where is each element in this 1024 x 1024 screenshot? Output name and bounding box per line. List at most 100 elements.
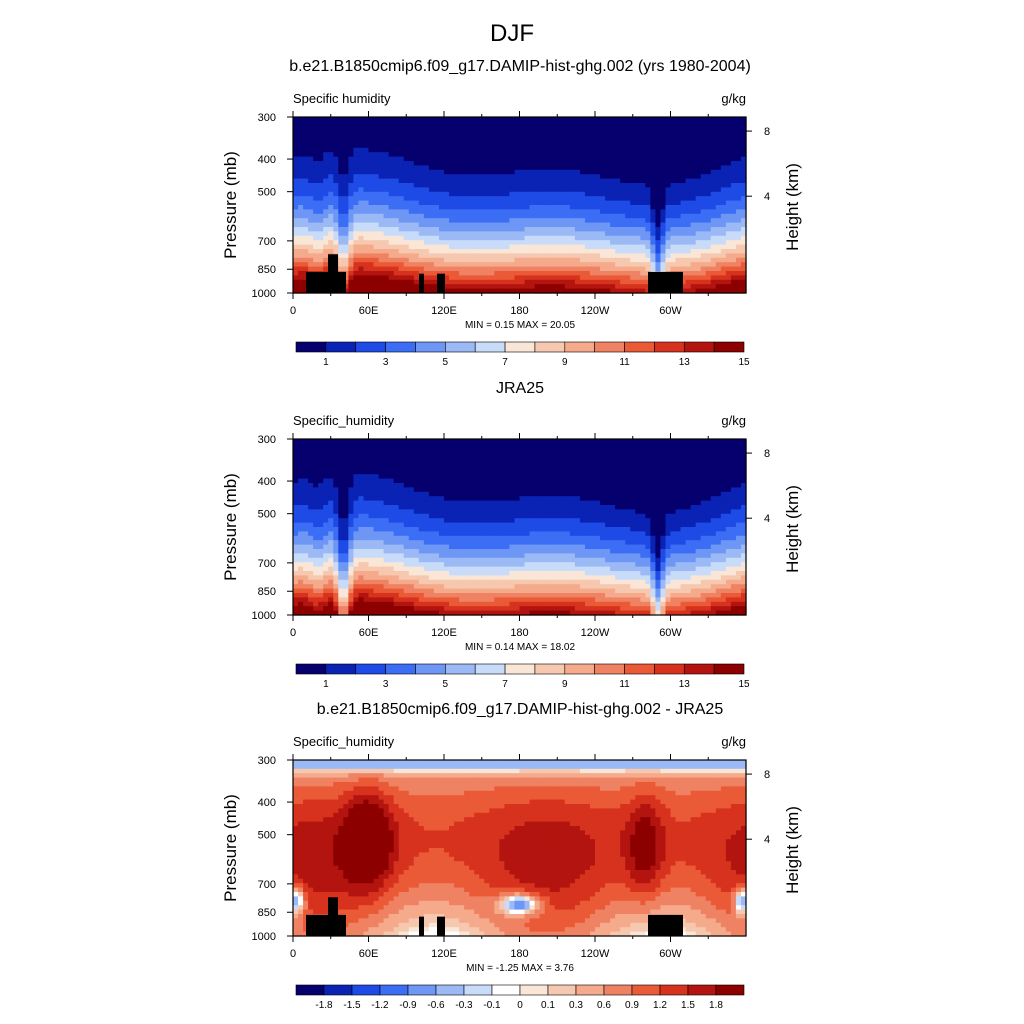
y-ticks: 300 400 500 700 850 1000 8 4 [252,434,771,622]
y-tick-label: 500 [258,187,276,199]
colorbar-swatch [715,984,745,996]
min-max-stats: MIN = 0.15 MAX = 20.05 [465,320,575,331]
colorbar-label: 5 [443,357,449,368]
colorbar-swatch [631,984,661,996]
y-tick-label: 400 [258,154,276,166]
colorbar-label: -0.3 [455,1000,473,1011]
colorbar-swatch [603,984,633,996]
units-label: g/kg [721,91,746,106]
y-axis-label: Pressure (mb) [221,794,240,902]
y-tick-label: 700 [258,236,276,248]
x-tick-label: 0 [290,948,296,960]
x-tick-label: 120E [431,627,457,639]
colorbar-label: 7 [502,679,508,690]
field-shading [293,439,747,616]
x-tick-label: 0 [290,627,296,639]
x-tick-label: 180 [510,305,528,317]
min-max-stats: MIN = -1.25 MAX = 3.76 [466,963,574,974]
x-tick-label: 0 [290,305,296,317]
colorbar-swatch [463,984,493,996]
y-tick-label: 1000 [252,610,276,622]
topography-mask [306,254,683,293]
colorbar-label: 1 [323,357,329,368]
units-label: g/kg [721,413,746,428]
colorbar-label: 1.5 [681,1000,695,1011]
y2-tick-label: 8 [764,126,770,138]
colorbar-swatch [547,984,577,996]
colorbar-label: -1.5 [343,1000,361,1011]
y2-axis-label: Height (km) [783,163,802,251]
colorbar-label: -0.1 [483,1000,501,1011]
colorbar-label: 0.1 [541,1000,555,1011]
panel-title: b.e21.B1850cmip6.f09_g17.DAMIP-hist-ghg.… [317,701,724,718]
y-tick-label: 400 [258,476,276,488]
colorbar-swatch [575,984,605,996]
y-tick-label: 700 [258,879,276,891]
colorbar-swatch [713,663,745,675]
colorbar: 1 3 5 7 9 11 13 15 [295,341,750,368]
colorbar-swatch [351,984,381,996]
colorbar-label: 13 [679,679,691,690]
colorbar-label: 0.9 [625,1000,639,1011]
x-tick-label: 180 [510,627,528,639]
colorbar-label: -0.9 [399,1000,417,1011]
colorbar-label: 5 [443,679,449,690]
colorbar-swatch [295,984,325,996]
y-ticks: 300 400 500 700 850 1000 8 4 [252,755,771,943]
y-tick-label: 1000 [252,288,276,300]
colorbar-label: 0.6 [597,1000,611,1011]
y2-tick-label: 8 [764,448,770,460]
colorbar-label: 15 [738,679,750,690]
y2-tick-label: 4 [764,513,770,525]
y-tick-label: 300 [258,434,276,446]
colorbar-label: 3 [383,357,389,368]
y-tick-label: 1000 [252,931,276,943]
colorbar-swatch [379,984,409,996]
x-tick-label: 120E [431,948,457,960]
y-tick-label: 500 [258,509,276,521]
x-tick-label: 60W [659,948,682,960]
colorbar-label: 7 [502,357,508,368]
y-tick-label: 300 [258,755,276,767]
y2-tick-label: 4 [764,191,770,203]
colorbar-swatch [435,984,465,996]
y2-tick-label: 8 [764,769,770,781]
colorbar-swatch [407,984,437,996]
variable-label: Specific humidity [293,91,391,106]
colorbar-label: 11 [619,357,630,368]
colorbar-label: 0 [517,1000,523,1011]
colorbar-label: 3 [383,679,389,690]
colorbar-label: 13 [679,357,691,368]
colorbar-label: 11 [619,679,630,690]
colorbar-label: 15 [738,357,750,368]
colorbar-swatch [659,984,689,996]
x-ticks: 0 60E 120E 180 120W 60W [290,111,709,317]
x-tick-label: 120W [581,305,610,317]
y-tick-label: 700 [258,558,276,570]
x-ticks: 0 60E 120E 180 120W 60W [290,754,709,960]
topography-mask [306,897,683,936]
min-max-stats: MIN = 0.14 MAX = 18.02 [465,642,575,653]
units-label: g/kg [721,734,746,749]
colorbar: 1 3 5 7 9 11 13 15 [295,663,750,690]
y2-axis-label: Height (km) [783,806,802,894]
y-axis-label: Pressure (mb) [221,473,240,581]
y-axis-label: Pressure (mb) [221,151,240,259]
x-tick-label: 60W [659,627,682,639]
y-ticks: 300 400 500 700 850 1000 8 4 [252,112,771,300]
x-tick-label: 60W [659,305,682,317]
x-tick-label: 60E [359,627,379,639]
y-tick-label: 850 [258,264,276,276]
colorbar-label: -1.2 [371,1000,389,1011]
x-ticks: 0 60E 120E 180 120W 60W [290,433,709,639]
y-tick-label: 400 [258,797,276,809]
colorbar-label: 1.8 [709,1000,723,1011]
colorbar-swatch [687,984,717,996]
y-tick-label: 850 [258,586,276,598]
x-tick-label: 120W [581,627,610,639]
panel-title: JRA25 [496,380,544,397]
colorbar-label: -0.6 [427,1000,445,1011]
